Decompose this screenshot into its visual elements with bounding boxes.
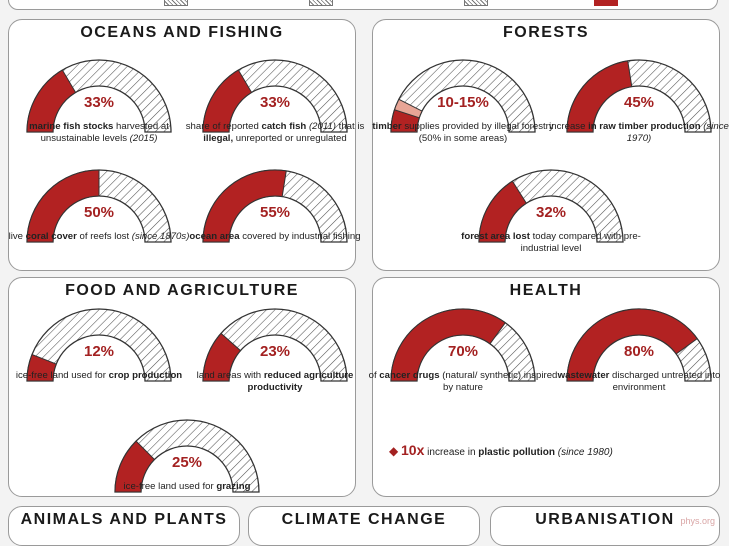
- gauge-value-arc: [202, 332, 242, 382]
- panel-urban: URBANISATION: [490, 506, 720, 546]
- legend-swatch-hatched: [464, 0, 488, 6]
- gauge-value-label: 33%: [83, 94, 115, 111]
- panel-food: FOOD AND AGRICULTURE: [8, 277, 356, 497]
- gauge-value-label: 25%: [171, 454, 203, 471]
- panel-title: HEALTH: [509, 282, 583, 299]
- gauge-value-label: 23%: [259, 343, 291, 360]
- gauge-caption: of cancer drugs (natural/ synthetic) ins…: [368, 370, 558, 393]
- gauge-value-arc: [114, 440, 156, 493]
- gauge-caption: marine fish stocks harvested at unsustai…: [29, 121, 169, 144]
- gauge-1: 33% marine fish stocks harvested at unsus…: [14, 52, 184, 144]
- gauge-9: 23% land areas with reduced agriculture p…: [190, 301, 360, 393]
- gauge-arc: [478, 169, 624, 243]
- gauge-arc: [26, 169, 172, 243]
- gauge-5: 10-15% timber supplies provided by illega…: [372, 52, 554, 144]
- gauge-arc: [202, 169, 348, 243]
- gauge-remainder-arc: [26, 308, 172, 382]
- gauge-value-arc: [478, 180, 528, 243]
- gauge-arc: [114, 419, 260, 493]
- panel-animals: ANIMALS AND PLANTS: [8, 506, 240, 546]
- gauge-value-label: 80%: [623, 343, 655, 360]
- plastic-pollution-note: ◆ 10x increase in plastic pollution (sin…: [389, 442, 613, 458]
- gauge-value-label: 33%: [259, 94, 291, 111]
- gauge-value-arc: [26, 69, 77, 133]
- gauge-value-label: 50%: [83, 204, 115, 221]
- panel-title: ANIMALS AND PLANTS: [20, 511, 228, 528]
- gauge-4: 55% ocean area covered by industrial fish…: [189, 162, 361, 246]
- gauge-value-arc: [26, 169, 100, 243]
- gauge-caption: land areas with reduced agriculture prod…: [196, 370, 354, 393]
- gauge-arc: [566, 59, 712, 133]
- gauge-value-label: 32%: [535, 204, 567, 221]
- gauge-value-arc: [566, 308, 698, 382]
- legend-bar: [8, 0, 718, 10]
- legend-swatch-hatched: [164, 0, 188, 6]
- gauge-arc: [390, 59, 536, 133]
- gauge-value-arc: [566, 60, 633, 133]
- gauge-arc: [202, 308, 348, 382]
- legend-swatch-hatched: [309, 0, 333, 6]
- panel-forests: FORESTS: [372, 19, 720, 271]
- gauge-value-arc: [390, 109, 420, 133]
- legend-swatch-solid: [594, 0, 618, 6]
- gauge-value-label: 55%: [259, 204, 291, 221]
- panel-title: FORESTS: [502, 24, 590, 41]
- panel-oceans: OCEANS AND FISHING: [8, 19, 356, 271]
- gauge-value-label: 10-15%: [437, 94, 489, 111]
- gauge-arc: [566, 308, 712, 382]
- gauge-remainder-arc: [114, 419, 260, 493]
- gauge-3: 50% live coral cover of reefs lost (since…: [9, 162, 189, 246]
- gauge-7: 32% forest area lost today compared with …: [461, 162, 641, 254]
- gauge-caption: forest area lost today compared with pre…: [461, 231, 641, 254]
- panel-title: URBANISATION: [535, 511, 675, 528]
- gauge-remainder-arc: [202, 308, 348, 382]
- gauge-value-label: 70%: [447, 343, 479, 360]
- gauge-caption: timber supplies provided by illegal fore…: [372, 121, 554, 144]
- gauge-caption: ice-free land used for grazing: [123, 481, 251, 492]
- gauge-caption: ocean area covered by industrial fishing: [189, 231, 361, 242]
- panel-climate: CLIMATE CHANGE: [248, 506, 480, 546]
- gauge-12: 80% wastewater discharged untreated into …: [554, 301, 724, 393]
- gauge-2: 33% share of reported catch fish (2011) t…: [186, 52, 364, 144]
- gauge-value-arc: [26, 353, 57, 382]
- plastic-pollution-value: 10x: [401, 442, 425, 458]
- gauge-caption: increase in raw timber production (since…: [549, 121, 729, 144]
- gauge-caption: live coral cover of reefs lost (since 18…: [8, 231, 190, 242]
- gauge-8: 12% ice-free land used for crop productio…: [14, 301, 184, 385]
- gauge-caption: wastewater discharged untreated into env…: [557, 370, 721, 393]
- panel-title: OCEANS AND FISHING: [80, 24, 284, 41]
- gauge-arc: [26, 59, 172, 133]
- gauge-10: 25% ice-free land used for grazing: [102, 412, 272, 496]
- gauge-arc: [202, 59, 348, 133]
- panel-title: CLIMATE CHANGE: [281, 511, 447, 528]
- gauge-caption: ice-free land used for crop production: [15, 370, 183, 381]
- gauge-6: 45% increase in raw timber production (si…: [549, 52, 729, 144]
- watermark: phys.org: [680, 516, 715, 526]
- gauge-arc: [26, 308, 172, 382]
- gauge-remainder-arc: [390, 59, 536, 133]
- gauge-value-arc: [202, 169, 287, 243]
- gauge-value-arc: [202, 69, 253, 133]
- gauge-11: 70% of cancer drugs (natural/ synthetic) …: [369, 301, 557, 393]
- gauge-value-label: 12%: [83, 343, 115, 360]
- gauge-value-arc: [390, 308, 507, 382]
- gauge-caption: share of reported catch fish (2011) that…: [185, 121, 365, 144]
- panel-title: FOOD AND AGRICULTURE: [65, 282, 299, 299]
- gauge-arc: [390, 308, 536, 382]
- gauge-value-label: 45%: [623, 94, 655, 111]
